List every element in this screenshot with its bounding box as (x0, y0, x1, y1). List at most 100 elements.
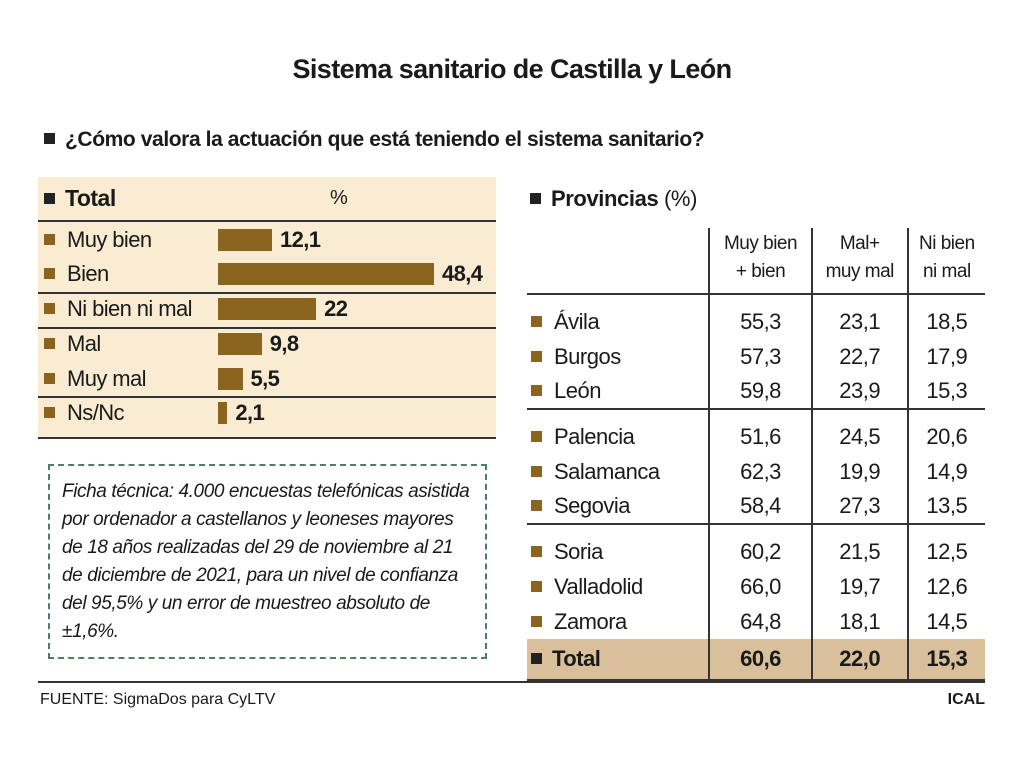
header-line: Ni bien (919, 233, 975, 254)
table-cell: 20,6 (906, 409, 985, 454)
bar-muy-bien (218, 229, 272, 251)
table-row: Salamanca 62,3 19,9 14,9 (527, 454, 985, 489)
total-label: Total (527, 639, 710, 681)
total-title-text: Total (65, 185, 116, 211)
table-cell: 58,4 (708, 489, 812, 525)
province-name: Salamanca (527, 454, 709, 489)
table-cell: 23,1 (810, 294, 908, 339)
bar-mal (218, 333, 262, 355)
square-bullet-icon (44, 338, 55, 349)
table-row: Ávila 55,3 23,1 18,5 (527, 294, 985, 339)
unit-label: % (330, 187, 348, 209)
bar-ns-nc (218, 402, 228, 424)
province-text: Segovia (554, 493, 631, 518)
category-label: Mal (44, 329, 101, 359)
table-cell: 24,5 (810, 409, 908, 454)
square-bullet-icon (531, 431, 542, 442)
square-bullet-icon (531, 580, 542, 592)
provincias-title: Provincias (%) (530, 186, 697, 212)
total-text: Total (552, 646, 601, 671)
provincias-unit: (%) (664, 186, 698, 211)
square-bullet-icon (44, 268, 55, 279)
province-text: León (554, 378, 601, 403)
table-header-empty (527, 228, 710, 295)
province-text: Zamora (554, 608, 627, 634)
table-row: Segovia 58,4 27,3 13,5 (527, 489, 985, 525)
province-name: Ávila (527, 294, 709, 339)
header-line: Mal+ (839, 233, 880, 254)
square-bullet-icon (44, 407, 55, 418)
header-line: Muy bien (723, 233, 798, 254)
table-cell: 55,3 (708, 294, 812, 339)
row-divider (38, 396, 496, 398)
column-header: Ni bien ni mal (906, 228, 985, 295)
column-header: Mal+ muy mal (810, 228, 908, 295)
province-text: Soria (554, 539, 603, 564)
square-bullet-icon (531, 465, 542, 477)
table-row: Soria 60,2 21,5 12,5 (527, 524, 985, 569)
province-text: Palencia (554, 424, 635, 449)
square-bullet-icon (531, 615, 542, 627)
row-divider (38, 220, 496, 222)
source-text: FUENTE: SigmaDos para CyLTV (40, 691, 276, 708)
total-chart-panel: Total % Muy bien 12,1 Bien 48,4 Ni bien ni m… (38, 177, 496, 439)
row-divider (38, 292, 496, 294)
square-bullet-icon (44, 193, 55, 204)
province-name: Zamora (527, 604, 709, 639)
table-cell: 12,5 (906, 524, 985, 569)
province-text: Salamanca (554, 458, 660, 484)
province-name: Valladolid (527, 569, 709, 604)
province-name: Burgos (527, 339, 709, 374)
category-text: Muy bien (67, 227, 152, 252)
table-row: León 59,8 23,9 15,3 (527, 374, 985, 410)
table-cell: 14,5 (906, 604, 985, 639)
table-cell: 17,9 (906, 339, 985, 374)
table-cell: 23,9 (810, 374, 908, 410)
table-cell: 18,1 (810, 604, 908, 639)
table-cell: 12,6 (906, 569, 985, 604)
table-row: Palencia 51,6 24,5 20,6 (527, 409, 985, 454)
province-name: Segovia (527, 489, 710, 525)
provincias-table: Muy bien + bien Mal+ muy mal Ni bien ni mal Áv… (527, 228, 985, 681)
table-cell: 51,6 (708, 409, 812, 454)
category-text: Ni bien ni mal (67, 296, 192, 321)
table-cell: 62,3 (708, 454, 812, 489)
total-cell: 22,0 (810, 639, 908, 681)
province-text: Burgos (554, 343, 621, 369)
table-cell: 60,2 (708, 524, 812, 569)
category-text: Mal (67, 331, 101, 356)
square-bullet-icon (44, 373, 55, 384)
province-name: Palencia (527, 409, 709, 454)
question-heading: ¿Cómo valora la actuación que está tenie… (44, 128, 705, 152)
bar-bien (218, 263, 434, 285)
category-label: Muy bien (44, 225, 152, 255)
province-name: León (527, 374, 710, 410)
square-bullet-icon (531, 653, 542, 664)
table-cell: 19,9 (810, 454, 908, 489)
table-cell: 13,5 (906, 489, 985, 525)
category-text: Bien (67, 261, 109, 286)
total-chart-title: Total (44, 185, 116, 212)
header-line: ni mal (922, 261, 971, 282)
header-line: + bien (735, 261, 786, 282)
total-cell: 15,3 (906, 639, 985, 681)
category-label: Muy mal (44, 364, 147, 394)
data-label: 2,1 (235, 400, 265, 425)
category-label: Bien (44, 259, 109, 289)
square-bullet-icon (44, 133, 55, 144)
column-header: Muy bien + bien (708, 228, 812, 295)
table-cell: 66,0 (708, 569, 812, 604)
total-row: Total 60,6 22,0 15,3 (527, 639, 985, 681)
square-bullet-icon (531, 546, 542, 557)
square-bullet-icon (531, 350, 542, 362)
table-cell: 59,8 (708, 374, 812, 410)
square-bullet-icon (44, 234, 55, 245)
category-text: Ns/Nc (67, 400, 124, 425)
provincias-title-text: Provincias (551, 186, 659, 211)
table-cell: 18,5 (906, 294, 985, 339)
data-label: 22 (324, 296, 348, 321)
table-cell: 19,7 (810, 569, 908, 604)
bar-ni-bien-ni-mal (218, 298, 317, 320)
table-cell: 27,3 (810, 489, 908, 525)
table-row: Zamora 64,8 18,1 14,5 (527, 604, 985, 639)
